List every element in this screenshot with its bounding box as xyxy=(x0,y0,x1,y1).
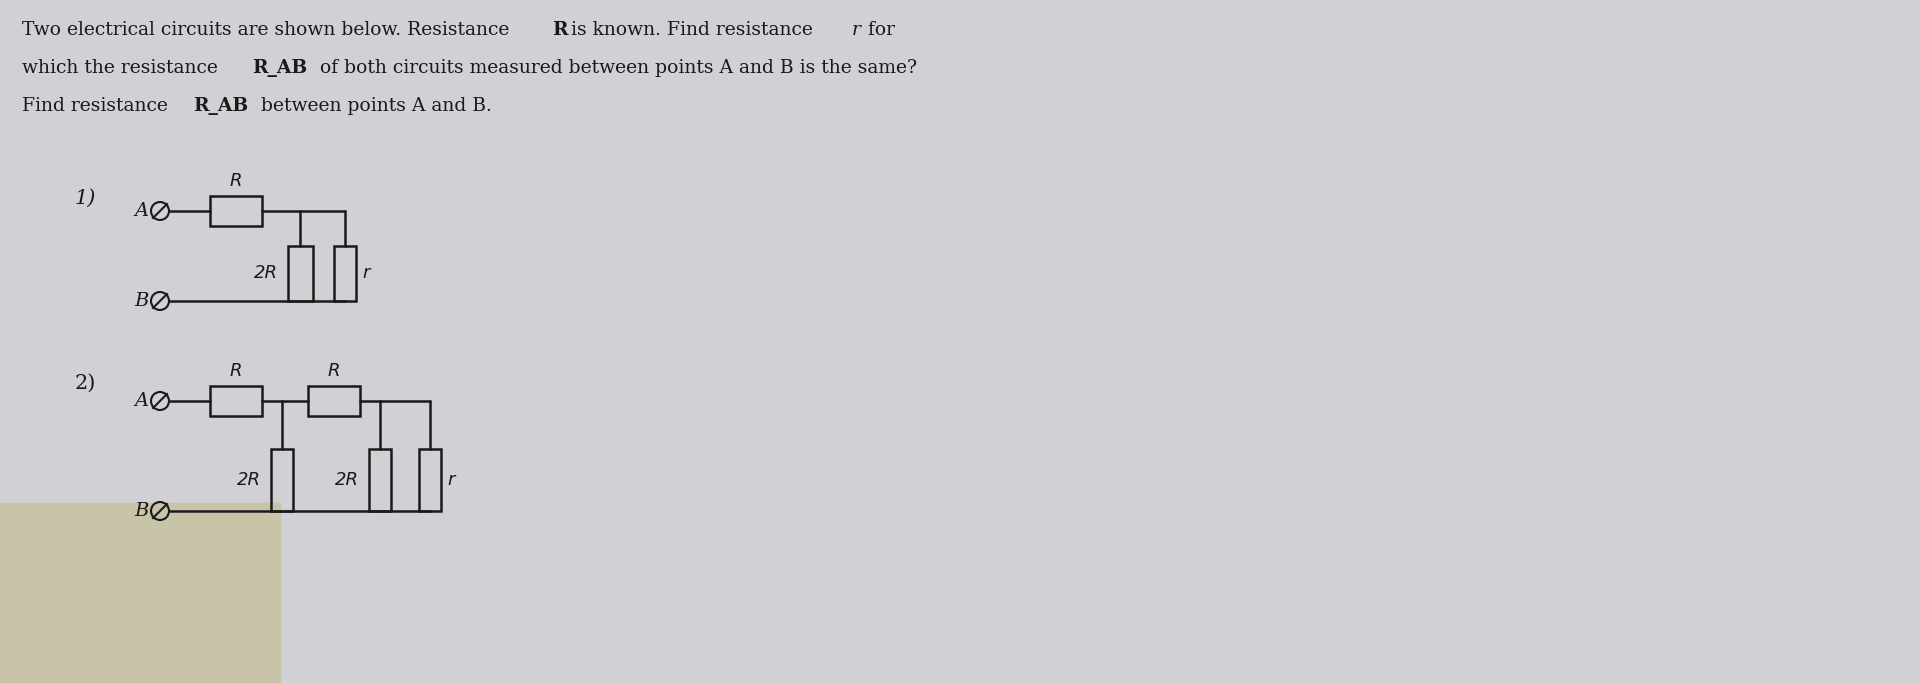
Text: r: r xyxy=(363,264,369,283)
Text: R_AB: R_AB xyxy=(194,97,248,115)
Text: R: R xyxy=(328,362,340,380)
Bar xyxy=(209,386,261,416)
Text: 1): 1) xyxy=(75,189,96,208)
Text: r: r xyxy=(447,471,455,489)
Text: R: R xyxy=(553,21,568,39)
Bar xyxy=(271,449,294,511)
Text: A: A xyxy=(134,202,150,220)
Text: B: B xyxy=(134,502,150,520)
Text: between points A and B.: between points A and B. xyxy=(255,97,492,115)
Text: B: B xyxy=(134,292,150,310)
Bar xyxy=(419,449,442,511)
Bar xyxy=(369,449,392,511)
Bar xyxy=(0,503,280,683)
Text: 2R: 2R xyxy=(334,471,359,489)
Text: for: for xyxy=(862,21,895,39)
Text: of both circuits measured between points A and B is the same?: of both circuits measured between points… xyxy=(315,59,918,77)
Text: is known. Find resistance: is known. Find resistance xyxy=(564,21,818,39)
Text: Two electrical circuits are shown below. Resistance: Two electrical circuits are shown below.… xyxy=(21,21,515,39)
Text: R: R xyxy=(230,362,242,380)
Text: 2R: 2R xyxy=(253,264,278,283)
Bar xyxy=(288,246,313,301)
Text: which the resistance: which the resistance xyxy=(21,59,225,77)
Text: r: r xyxy=(852,21,860,39)
Text: R_AB: R_AB xyxy=(252,59,307,77)
Text: 2R: 2R xyxy=(236,471,261,489)
Bar xyxy=(307,386,361,416)
Text: Find resistance: Find resistance xyxy=(21,97,175,115)
Bar xyxy=(334,246,355,301)
Text: A: A xyxy=(134,392,150,410)
Text: 2): 2) xyxy=(75,374,96,393)
Bar xyxy=(209,196,261,226)
Text: R: R xyxy=(230,172,242,190)
